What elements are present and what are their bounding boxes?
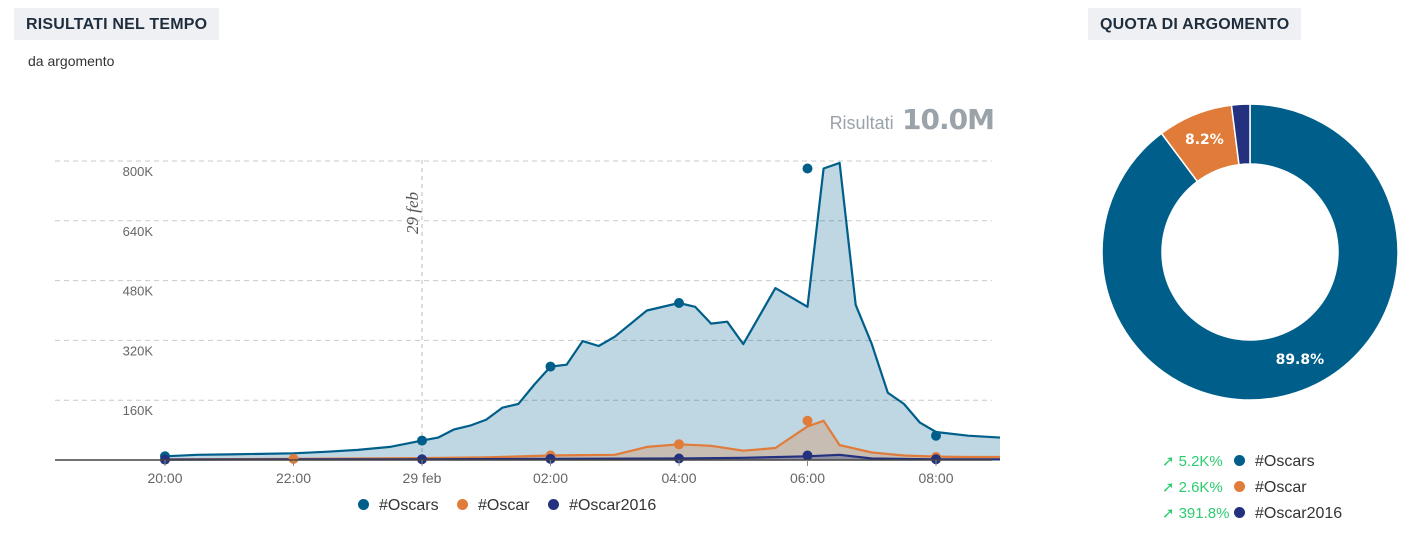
legend-label-oscar: #Oscar	[478, 497, 530, 514]
section-title-topic-share: QUOTA DI ARGOMENTO	[1088, 8, 1302, 40]
donut-legend-dot-oscars	[1234, 455, 1245, 467]
line-chart-legend: #Oscars #Oscar #Oscar2016	[358, 497, 670, 515]
growth-oscar: ➚ 2.6K%	[1162, 478, 1234, 498]
growth-oscars: ➚ 5.2K%	[1162, 452, 1234, 472]
data-point-oscar	[802, 415, 813, 426]
total-results: Risultati 10.0M	[829, 103, 995, 136]
legend-dot-oscar2016	[548, 499, 560, 511]
legend-dot-oscar	[457, 499, 469, 511]
x-tick-label: 08:00	[918, 470, 953, 486]
arrow-up-right-icon: ➚	[1162, 505, 1175, 522]
donut-legend-label-oscar: #Oscar	[1255, 479, 1307, 496]
y-tick-label: 320K	[123, 343, 154, 358]
donut-legend-row-oscar[interactable]: ➚ 2.6K% #Oscar	[1162, 478, 1342, 504]
donut-legend-row-oscars[interactable]: ➚ 5.2K% #Oscars	[1162, 452, 1342, 478]
area-chart: 160K 320K 480K 640K 800K 29 feb 20:00 22:00 29 f…	[55, 160, 1000, 486]
total-results-value: 10.0M	[902, 103, 995, 136]
arrow-up-right-icon: ➚	[1162, 453, 1175, 470]
growth-value-oscar2016: 391.8%	[1178, 505, 1230, 522]
growth-value-oscar: 2.6K%	[1178, 479, 1223, 496]
donut-slice-label: 89.8%	[1276, 352, 1325, 368]
donut-legend-row-oscar2016[interactable]: ➚ 391.8% #Oscar2016	[1162, 504, 1342, 530]
x-tick-label: 22:00	[276, 470, 311, 486]
date-marker-label: 29 feb	[403, 192, 422, 234]
donut-legend-label-oscars: #Oscars	[1255, 453, 1315, 470]
legend-item-oscar2016[interactable]: #Oscar2016	[548, 497, 656, 515]
data-point-oscar2016	[802, 450, 813, 461]
donut-slice-oscar	[1160, 104, 1240, 183]
area-fill-oscars	[165, 162, 1000, 460]
legend-dot-oscars	[358, 499, 369, 511]
data-point-oscar	[288, 453, 299, 464]
x-tick-label: 06:00	[790, 470, 825, 486]
series-line-oscars	[164, 161, 1000, 458]
x-tick-label: 29 feb	[403, 470, 442, 486]
legend-item-oscar[interactable]: #Oscar	[457, 497, 530, 515]
data-point-oscar2016	[674, 453, 684, 464]
legend-label-oscar2016: #Oscar2016	[569, 497, 657, 514]
chart-subtitle: da argomento	[28, 53, 115, 69]
donut-legend: ➚ 5.2K% #Oscars ➚ 2.6K% #Oscar ➚ 391.8% #Oscar…	[1162, 452, 1342, 530]
y-tick-label: 480K	[123, 284, 154, 299]
donut-slice-label: 8.2%	[1185, 132, 1224, 148]
data-point-oscar	[674, 439, 684, 450]
legend-label-oscars: #Oscars	[379, 497, 439, 514]
data-point-oscars	[674, 298, 684, 309]
legend-item-oscars[interactable]: #Oscars	[358, 497, 439, 515]
growth-value-oscars: 5.2K%	[1178, 453, 1223, 470]
donut-legend-dot-oscar2016	[1234, 507, 1245, 519]
data-point-oscars	[417, 435, 427, 446]
data-point-oscars	[802, 163, 813, 174]
growth-oscar2016: ➚ 391.8%	[1162, 504, 1234, 524]
arrow-up-right-icon: ➚	[1162, 479, 1175, 496]
y-tick-label: 160K	[123, 403, 154, 418]
donut-legend-dot-oscar	[1234, 481, 1245, 493]
donut-slice-oscars	[1101, 103, 1399, 401]
area-fill-oscar2016	[165, 454, 1000, 460]
total-results-label: Risultati	[829, 113, 894, 133]
donut-legend-label-oscar2016: #Oscar2016	[1255, 505, 1343, 522]
section-title-results-over-time: RISULTATI NEL TEMPO	[14, 8, 220, 40]
y-tick-label: 640K	[123, 224, 154, 239]
y-tick-label: 800K	[123, 164, 154, 179]
data-point-oscars	[931, 430, 941, 441]
data-point-oscars	[545, 361, 556, 372]
series-line-oscar	[164, 419, 1000, 461]
x-tick-label: 04:00	[661, 470, 696, 486]
x-tick-label: 20:00	[147, 470, 182, 486]
x-tick-label: 02:00	[533, 470, 568, 486]
area-fill-oscar	[165, 420, 1000, 460]
data-point-oscar2016	[545, 453, 556, 464]
donut-slice-oscar2016	[1230, 103, 1251, 166]
